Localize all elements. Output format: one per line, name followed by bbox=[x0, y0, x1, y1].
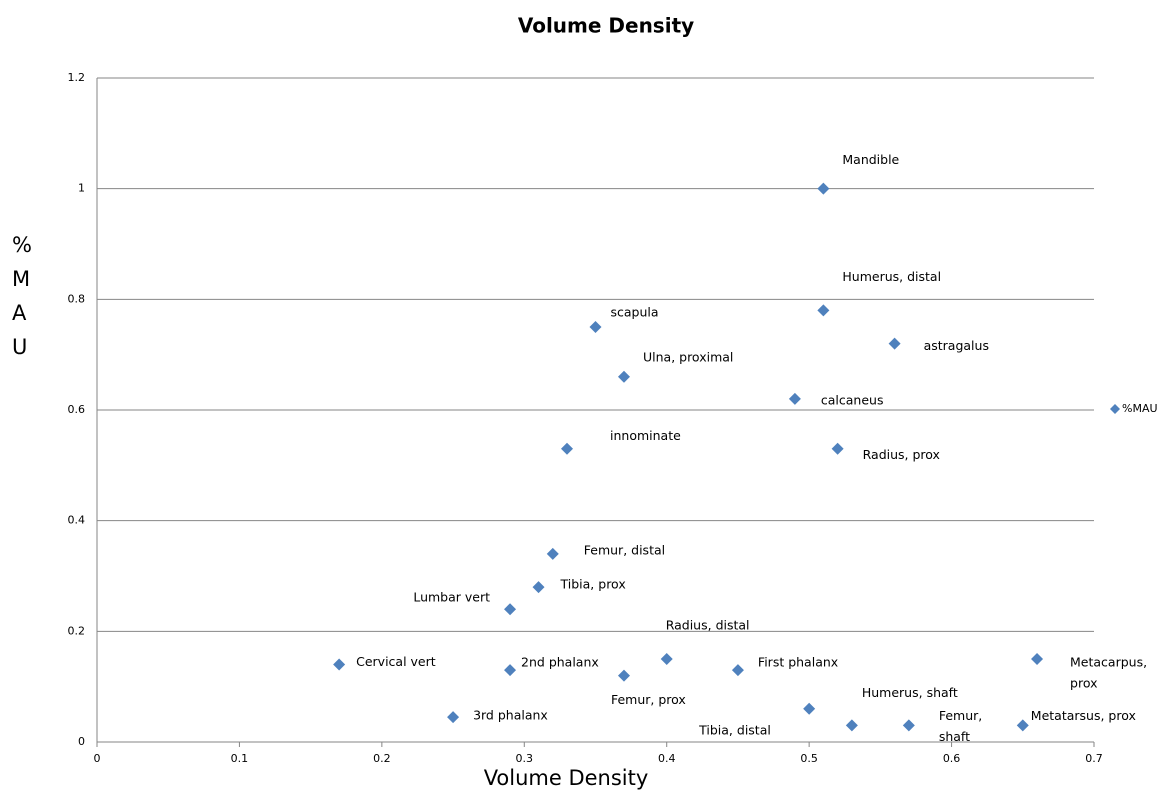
point bbox=[817, 182, 830, 195]
point-label: shaft bbox=[939, 729, 970, 744]
point bbox=[447, 711, 460, 724]
point bbox=[333, 658, 346, 671]
point bbox=[902, 719, 915, 732]
point bbox=[831, 442, 844, 455]
y-tick-label: 0.8 bbox=[68, 292, 86, 305]
y-axis-title: %MAU bbox=[12, 233, 32, 359]
legend-label: %MAU bbox=[1122, 402, 1158, 415]
x-axis-title: Volume Density bbox=[484, 766, 649, 790]
point bbox=[731, 664, 744, 677]
point bbox=[504, 603, 517, 616]
point-label: Tibia, prox bbox=[560, 577, 626, 592]
x-tick-label: 0.1 bbox=[231, 752, 249, 765]
y-tick-label: 0.4 bbox=[68, 514, 86, 527]
point-label: Radius, distal bbox=[666, 618, 750, 633]
point bbox=[532, 581, 545, 594]
point bbox=[561, 442, 574, 455]
x-tick-label: 0.7 bbox=[1085, 752, 1103, 765]
point-label: Metatarsus, prox bbox=[1031, 708, 1136, 723]
y-tick-label: 0.6 bbox=[68, 403, 86, 416]
point bbox=[1016, 719, 1029, 732]
point-label: innominate bbox=[610, 428, 681, 443]
legend-marker bbox=[1110, 404, 1120, 414]
x-tick-label: 0.4 bbox=[658, 752, 676, 765]
point-label: Radius, prox bbox=[863, 447, 940, 462]
x-tick-label: 0 bbox=[94, 752, 101, 765]
point-label: astragalus bbox=[924, 338, 989, 353]
point-label: Metacarpus, bbox=[1070, 655, 1147, 670]
point bbox=[617, 370, 630, 383]
point bbox=[1031, 653, 1044, 665]
point bbox=[660, 653, 673, 665]
point-label: First phalanx bbox=[758, 655, 838, 670]
point-label: prox bbox=[1070, 676, 1097, 691]
chart-title: Volume Density bbox=[518, 14, 694, 38]
point-label: 2nd phalanx bbox=[521, 655, 599, 670]
x-tick-label: 0.2 bbox=[373, 752, 391, 765]
x-tick-label: 0.6 bbox=[943, 752, 961, 765]
point bbox=[817, 304, 830, 317]
y-tick-label: 0.2 bbox=[68, 624, 86, 637]
y-tick-label: 0 bbox=[78, 735, 85, 748]
point bbox=[504, 664, 517, 677]
point-label: calcaneus bbox=[821, 392, 884, 407]
y-tick-label: 1.2 bbox=[68, 71, 86, 84]
point-label: Humerus, distal bbox=[842, 269, 941, 284]
point-label: Tibia, distal bbox=[698, 722, 771, 737]
point-label: Ulna, proximal bbox=[643, 349, 733, 364]
point bbox=[617, 669, 630, 682]
point bbox=[546, 547, 559, 560]
point-label: Humerus, shaft bbox=[862, 685, 958, 700]
x-tick-label: 0.3 bbox=[516, 752, 534, 765]
point-label: Cervical vert bbox=[356, 654, 436, 669]
point-label: Lumbar vert bbox=[413, 590, 490, 605]
point-label: Femur, bbox=[939, 708, 982, 723]
point bbox=[888, 337, 901, 350]
point-label: Femur, distal bbox=[584, 542, 665, 557]
point-label: 3rd phalanx bbox=[473, 708, 548, 723]
x-tick-label: 0.5 bbox=[800, 752, 818, 765]
point-label: scapula bbox=[611, 305, 659, 320]
point-label: Femur, prox bbox=[611, 692, 686, 707]
point bbox=[589, 321, 602, 333]
y-tick-label: 1 bbox=[78, 182, 85, 195]
point bbox=[803, 702, 816, 715]
point bbox=[788, 392, 801, 405]
point bbox=[845, 719, 858, 732]
point-label: Mandible bbox=[842, 152, 899, 167]
